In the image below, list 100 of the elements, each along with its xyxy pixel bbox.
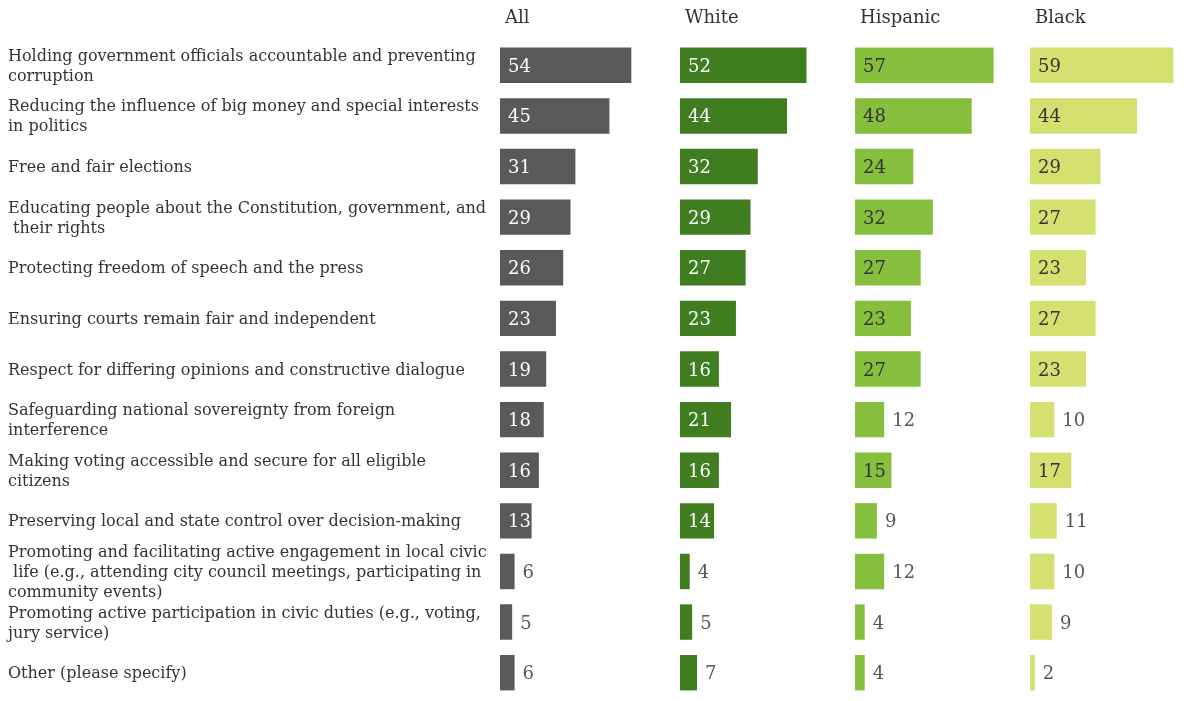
data-label: 23 [688,307,711,329]
bar [680,351,719,387]
data-label: 15 [863,459,886,481]
data-label: 45 [508,105,531,127]
bar [1030,553,1055,590]
y-tick-label: Making voting accessible and secure for all eligible citizens [8,450,432,490]
y-tick-label: Promoting active participation in civic duties (e.g., voting, jury service) [6,602,486,642]
bar [855,503,877,539]
bar [1030,47,1174,84]
data-label: 27 [1038,206,1061,228]
data-label: 12 [892,409,916,431]
bar [855,654,865,691]
bar [500,503,532,539]
data-label: 2 [1042,662,1055,684]
bar [500,98,610,134]
y-tick-label: Protecting freedom of speech and the press [8,258,364,278]
data-label: 27 [863,358,886,380]
y-tick-label: Promoting and facilitating active engagement in local civic life (e.g., attending city council meetings, participating in community events) [8,541,487,601]
bar [680,553,690,590]
bar [680,401,732,438]
bar [500,148,576,185]
data-label: 32 [688,156,711,178]
data-label: 6 [522,560,535,582]
bar [500,654,515,691]
data-label: 4 [872,662,885,684]
data-label: 21 [688,409,711,431]
y-tick-label: Free and fair elections [8,157,192,177]
data-label: 44 [1038,105,1061,127]
bar [855,553,885,590]
data-label: 10 [1062,560,1086,582]
y-tick-label: Reducing the influence of big money and special interests in politics [8,96,485,136]
y-tick-label: Preserving local and state control over decision-making [8,511,462,531]
data-label: 23 [1038,257,1061,279]
data-label: 44 [688,105,711,127]
bar [500,604,513,640]
data-label: 23 [508,307,531,329]
data-label: 14 [688,510,711,532]
data-label: 10 [1062,409,1086,431]
data-label: 32 [863,206,886,228]
y-tick-label: Respect for differing opinions and constructive dialogue [8,359,465,379]
data-label: 6 [522,662,535,684]
bar [680,300,736,337]
bar [500,553,515,590]
data-label: 59 [1038,54,1061,76]
bar [1030,654,1035,691]
bar [1030,148,1101,185]
y-tick-label: Ensuring courts remain fair and independent [8,308,377,328]
bar [500,351,547,387]
y-tick-label: Holding government officials accountable and preventing corruption [8,45,481,85]
bar [1030,199,1096,235]
data-label: 16 [688,459,711,481]
data-label: 52 [688,54,711,76]
bar [855,148,914,185]
bar [855,98,972,134]
bar [680,148,758,185]
bar [680,199,751,235]
data-label: 26 [508,257,531,279]
data-label: 9 [1059,611,1072,633]
data-label: 16 [508,459,531,481]
bar [500,47,632,84]
bar [855,250,921,286]
bar [1030,250,1086,286]
chart-title: Black [1035,5,1087,27]
bar [680,604,693,640]
data-label: 11 [1064,510,1088,532]
bar [1030,503,1057,539]
data-label: 4 [872,611,885,633]
data-label: 12 [892,560,916,582]
bar [500,300,556,337]
bar [1030,452,1072,488]
y-tick-label: Other (please specify) [8,663,187,683]
bar [855,604,865,640]
data-label: 5 [700,611,712,633]
bar [680,47,807,84]
data-label: 5 [520,611,532,633]
data-label: 13 [508,510,531,532]
data-label: 57 [863,54,886,76]
bar [680,654,698,691]
y-tick-label: Safeguarding national sovereignty from foreign interference [8,400,401,440]
bar [1030,604,1052,640]
data-label: 29 [1038,156,1061,178]
data-label: 7 [705,662,717,684]
y-tick-label: Educating people about the Constitution, government, and their rights [8,197,486,237]
data-label: 24 [863,156,886,178]
bar [500,250,564,286]
bar [855,401,885,438]
data-label: 29 [688,206,711,228]
bar [855,351,921,387]
bar [855,300,911,337]
data-label: 9 [884,510,897,532]
data-label: 27 [688,257,711,279]
data-label: 54 [508,54,531,76]
data-label: 31 [508,156,531,178]
data-label: 18 [508,409,531,431]
bar [500,199,571,235]
bar [1030,98,1137,134]
data-label: 23 [863,307,886,329]
data-label: 4 [697,560,710,582]
bar [855,47,994,84]
bar [1030,401,1055,438]
